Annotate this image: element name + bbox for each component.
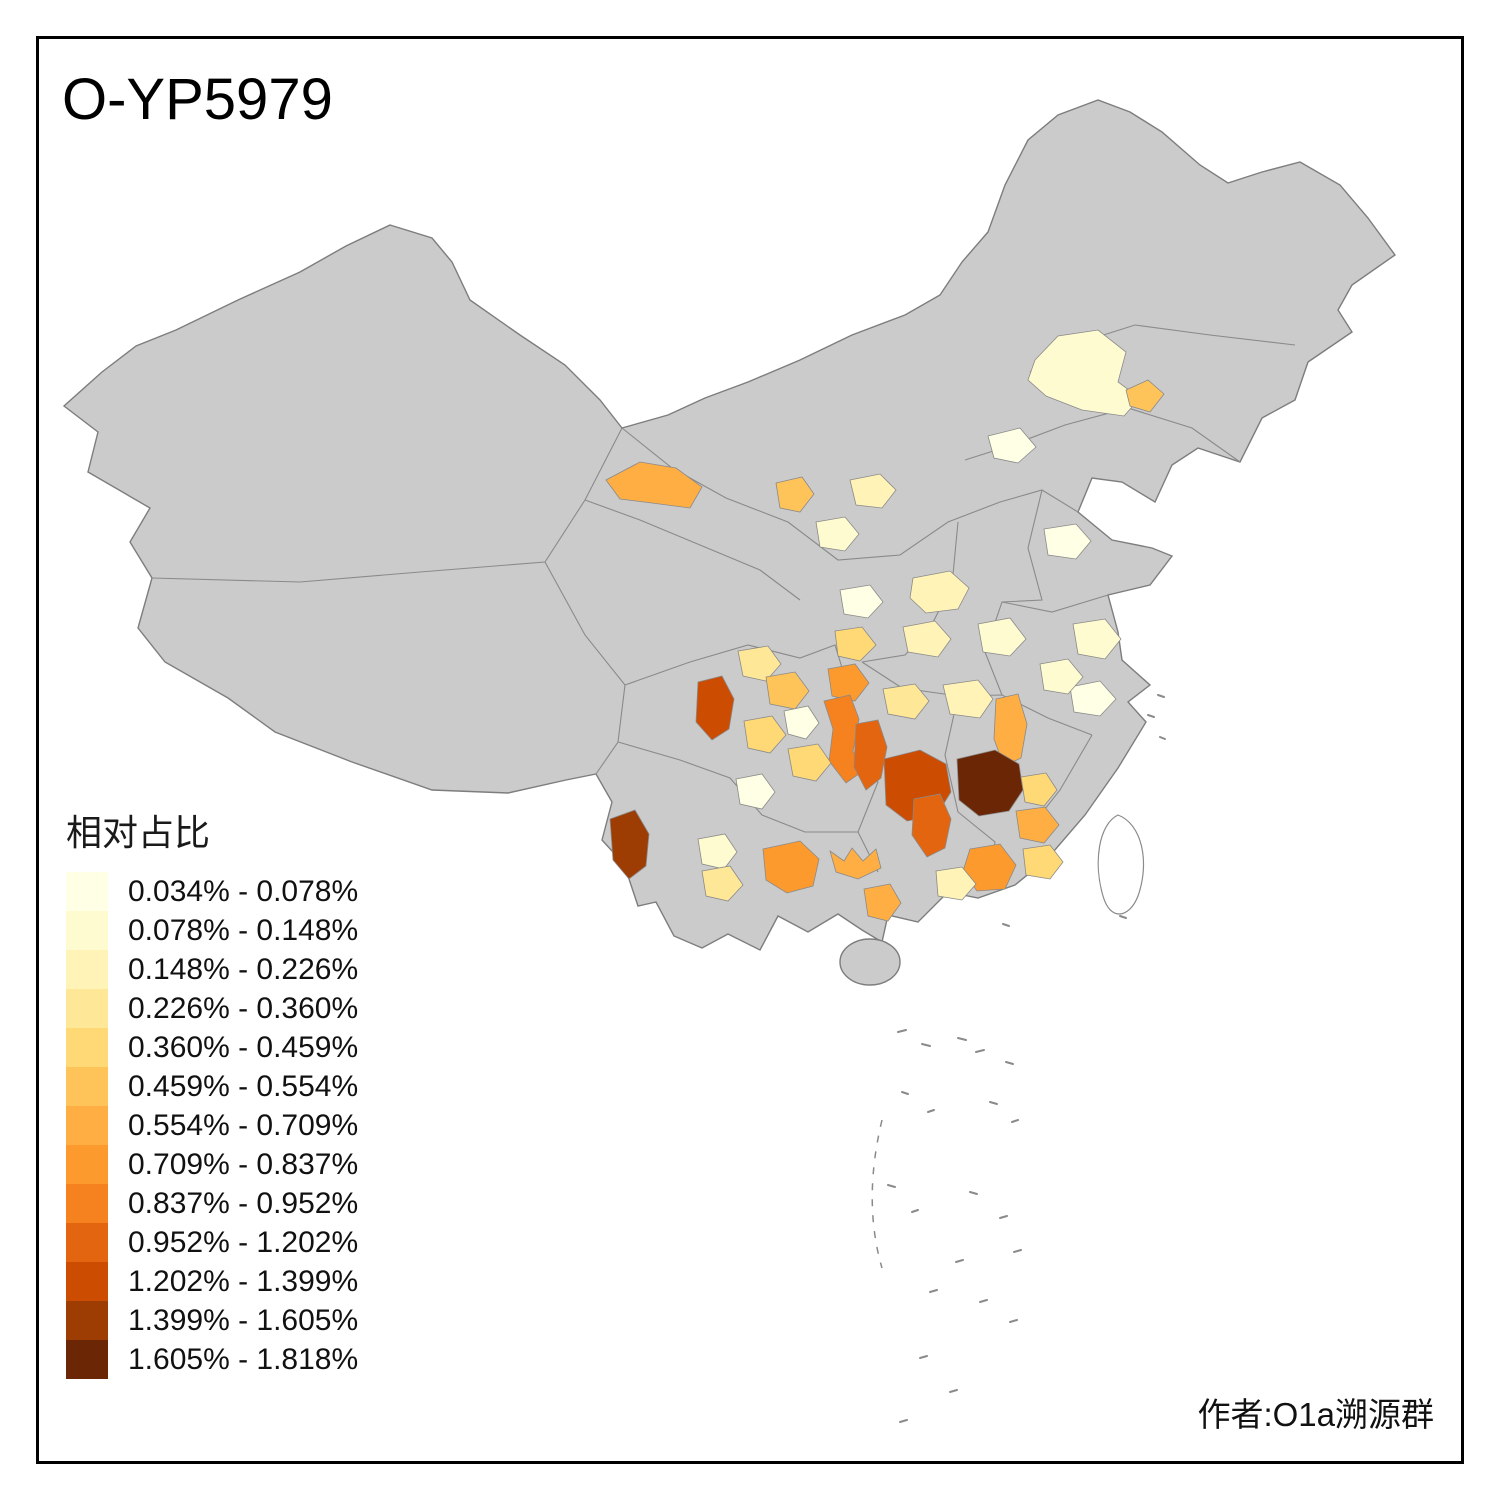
map-region xyxy=(942,679,994,719)
legend-item: 0.709% - 0.837% xyxy=(66,1145,358,1184)
map-region xyxy=(882,683,930,720)
legend-item: 1.202% - 1.399% xyxy=(66,1262,358,1301)
legend-swatch xyxy=(66,1301,108,1340)
map-region xyxy=(695,675,735,741)
map-region xyxy=(977,617,1027,657)
legend-item: 0.459% - 0.554% xyxy=(66,1067,358,1106)
map-region xyxy=(1069,680,1117,717)
map-region xyxy=(1020,772,1058,807)
legend-swatch xyxy=(66,1184,108,1223)
map-region xyxy=(743,715,787,754)
map-region xyxy=(911,793,952,858)
map-region xyxy=(829,847,882,880)
legend-label: 1.202% - 1.399% xyxy=(128,1264,359,1298)
legend-item: 1.399% - 1.605% xyxy=(66,1301,358,1340)
legend-label: 0.837% - 0.952% xyxy=(128,1186,359,1220)
colored-regions xyxy=(605,329,1165,922)
map-region xyxy=(863,883,902,922)
map-region xyxy=(935,866,977,901)
map-region xyxy=(987,427,1037,464)
legend-label: 0.360% - 0.459% xyxy=(128,1030,359,1064)
legend-swatch xyxy=(66,911,108,950)
legend-label: 0.148% - 0.226% xyxy=(128,952,359,986)
plot-title: O-YP5979 xyxy=(62,67,333,132)
map-region xyxy=(849,473,897,509)
map-region xyxy=(609,809,650,880)
dashed-sea-line xyxy=(871,1119,883,1269)
map-region xyxy=(787,743,832,782)
south-china-sea-islands xyxy=(871,694,1166,1423)
legend: 相对占比 0.034% - 0.078% 0.078% - 0.148% 0.1… xyxy=(66,804,358,1379)
map-region xyxy=(902,620,952,658)
map-region xyxy=(1039,658,1084,695)
map-region xyxy=(853,719,888,791)
map-region xyxy=(1015,806,1060,844)
legend-label: 0.078% - 0.148% xyxy=(128,913,359,947)
legend-title: 相对占比 xyxy=(66,812,211,853)
china-mainland xyxy=(62,99,1396,951)
map-region xyxy=(1043,523,1092,560)
map-region xyxy=(993,693,1028,767)
legend-item: 0.148% - 0.226% xyxy=(66,950,358,989)
map-region xyxy=(839,584,884,619)
legend-label: 1.399% - 1.605% xyxy=(128,1303,359,1337)
legend-item: 1.605% - 1.818% xyxy=(66,1340,358,1379)
hainan-island xyxy=(839,938,901,986)
legend-label: 0.034% - 0.078% xyxy=(128,874,359,908)
map-region xyxy=(827,663,870,702)
map-region xyxy=(735,773,776,810)
legend-swatch xyxy=(66,989,108,1028)
map-region xyxy=(737,645,782,682)
map-region xyxy=(956,749,1024,817)
map-region xyxy=(1125,379,1165,413)
taiwan-island xyxy=(1097,814,1145,915)
legend-item: 0.554% - 0.709% xyxy=(66,1106,358,1145)
legend-item: 0.360% - 0.459% xyxy=(66,1028,358,1067)
legend-label: 0.226% - 0.360% xyxy=(128,991,359,1025)
legend-item: 0.226% - 0.360% xyxy=(66,989,358,1028)
legend-swatch xyxy=(66,1340,108,1379)
map-region xyxy=(783,705,820,740)
legend-item: 0.837% - 0.952% xyxy=(66,1184,358,1223)
legend-item: 0.078% - 0.148% xyxy=(66,911,358,950)
map-region xyxy=(1072,618,1122,660)
legend-label: 0.709% - 0.837% xyxy=(128,1147,359,1181)
author-credit: 作者:O1a溯源群 xyxy=(1197,1396,1434,1433)
legend-label: 0.952% - 1.202% xyxy=(128,1225,359,1259)
map-region xyxy=(815,516,860,552)
map-region xyxy=(834,626,877,662)
legend-swatch xyxy=(66,872,108,911)
legend-label: 1.605% - 1.818% xyxy=(128,1342,359,1376)
legend-swatch xyxy=(66,1028,108,1067)
map-region xyxy=(765,671,810,710)
legend-swatch xyxy=(66,1067,108,1106)
legend-label: 0.459% - 0.554% xyxy=(128,1069,359,1103)
legend-swatch xyxy=(66,1223,108,1262)
map-region xyxy=(1022,844,1064,880)
legend-swatch xyxy=(66,1145,108,1184)
legend-swatch xyxy=(66,1262,108,1301)
legend-item: 0.034% - 0.078% xyxy=(66,872,358,911)
map-region xyxy=(701,865,744,902)
legend-swatch xyxy=(66,1106,108,1145)
legend-item: 0.952% - 1.202% xyxy=(66,1223,358,1262)
map-region xyxy=(697,833,738,870)
map-region xyxy=(775,476,815,513)
map-region xyxy=(605,461,703,509)
legend-label: 0.554% - 0.709% xyxy=(128,1108,359,1142)
map-region xyxy=(909,570,970,614)
map-region xyxy=(762,840,820,894)
china-map xyxy=(62,99,1396,951)
legend-swatch xyxy=(66,950,108,989)
